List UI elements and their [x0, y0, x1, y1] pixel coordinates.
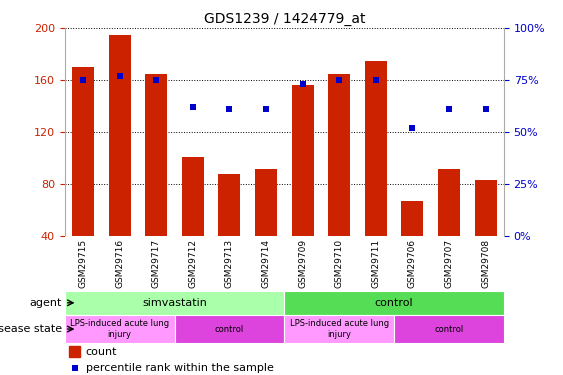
Text: control: control — [215, 324, 244, 334]
Text: GSM29715: GSM29715 — [79, 239, 87, 288]
Text: GSM29709: GSM29709 — [298, 239, 307, 288]
Text: GSM29713: GSM29713 — [225, 239, 234, 288]
Text: count: count — [86, 347, 117, 357]
Point — [79, 77, 88, 83]
Point — [481, 106, 490, 112]
Bar — [475, 180, 497, 236]
Bar — [284, 315, 394, 343]
Text: GSM29712: GSM29712 — [189, 239, 197, 288]
Text: percentile rank within the sample: percentile rank within the sample — [86, 363, 274, 373]
Bar — [182, 157, 204, 236]
Point — [298, 81, 307, 87]
Bar — [69, 346, 80, 357]
Bar — [438, 169, 460, 236]
Bar — [284, 291, 504, 315]
Bar — [145, 74, 167, 236]
Text: LPS-induced acute lung
injury: LPS-induced acute lung injury — [289, 320, 389, 339]
Bar — [109, 34, 131, 236]
Text: GSM29717: GSM29717 — [152, 239, 160, 288]
Bar — [65, 315, 175, 343]
Bar — [365, 61, 387, 236]
Text: LPS-induced acute lung
injury: LPS-induced acute lung injury — [70, 320, 169, 339]
Text: simvastatin: simvastatin — [142, 298, 207, 308]
Text: control: control — [435, 324, 463, 334]
Bar — [394, 315, 504, 343]
Point — [261, 106, 270, 112]
Bar — [175, 315, 284, 343]
Title: GDS1239 / 1424779_at: GDS1239 / 1424779_at — [204, 12, 365, 26]
Point — [408, 125, 417, 131]
Bar — [218, 174, 240, 236]
Point — [188, 104, 197, 110]
Point — [372, 77, 381, 83]
Point — [334, 77, 343, 83]
Text: GSM29716: GSM29716 — [115, 239, 124, 288]
Text: GSM29711: GSM29711 — [372, 239, 380, 288]
Point — [115, 73, 124, 79]
Text: GSM29706: GSM29706 — [408, 239, 417, 288]
Bar — [292, 86, 314, 236]
Text: agent: agent — [29, 298, 62, 308]
Bar — [401, 201, 423, 236]
Point — [152, 77, 161, 83]
Text: GSM29708: GSM29708 — [481, 239, 490, 288]
Point — [445, 106, 454, 112]
Point — [70, 365, 79, 371]
Bar — [328, 74, 350, 236]
Bar — [72, 67, 94, 236]
Bar — [255, 169, 277, 236]
Point — [225, 106, 234, 112]
Bar — [65, 291, 284, 315]
Text: GSM29710: GSM29710 — [335, 239, 343, 288]
Text: disease state: disease state — [0, 324, 62, 334]
Text: GSM29714: GSM29714 — [262, 239, 270, 288]
Text: control: control — [375, 298, 413, 308]
Text: GSM29707: GSM29707 — [445, 239, 453, 288]
